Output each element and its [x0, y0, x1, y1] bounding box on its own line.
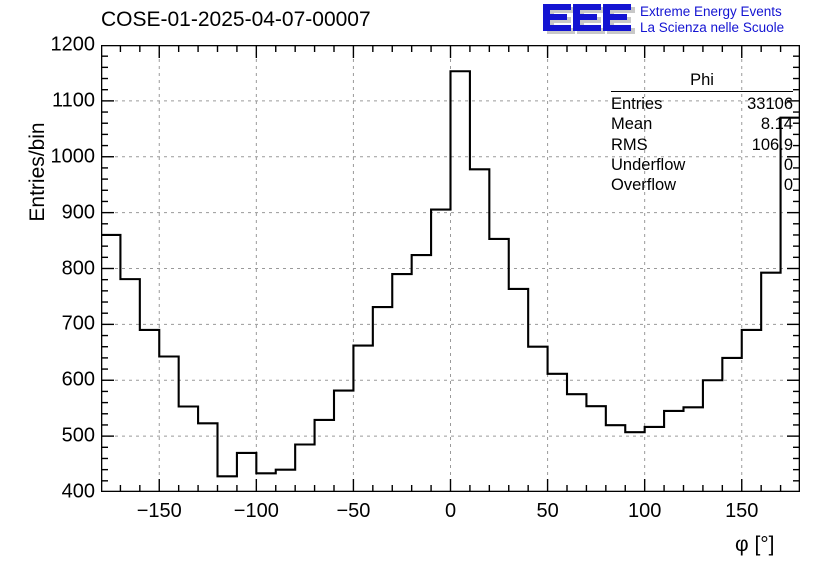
- stats-row: Underflow 0: [611, 155, 793, 175]
- y-tick-label: 800: [61, 257, 95, 279]
- histogram-outline: [101, 70, 800, 492]
- stats-box[interactable]: Phi Entries 33106 Mean 8.14 RMS 106.9 Underflo…: [611, 70, 793, 195]
- stats-row-label: Mean: [611, 115, 653, 134]
- x-tick-label: 50: [536, 500, 559, 522]
- x-tick-label: 150: [725, 500, 759, 522]
- histogram-svg: [101, 45, 800, 492]
- y-tick-label: 600: [61, 368, 95, 391]
- eee-logo-mark: [540, 4, 636, 36]
- y-tick-label: 1100: [51, 89, 95, 112]
- stats-row-value: 8.14: [760, 115, 793, 134]
- stats-row: Mean 8.14: [611, 114, 793, 134]
- eee-logo-line1: Extreme Energy Events: [640, 4, 782, 19]
- stats-row-label: Underflow: [611, 155, 686, 174]
- eee-logo: Extreme Energy Events La Scienza nelle S…: [540, 2, 836, 44]
- stats-row-label: RMS: [611, 135, 648, 154]
- page-title: COSE-01-2025-04-07-00007: [101, 8, 371, 31]
- stats-divider: [611, 91, 793, 93]
- y-tick-label: 1200: [50, 33, 96, 56]
- y-tick-label: 1000: [50, 145, 96, 168]
- y-tick-label: 700: [61, 312, 95, 335]
- eee-logo-line2: La Scienza nelle Scuole: [640, 19, 785, 35]
- y-tick-label: 900: [61, 201, 95, 224]
- stats-row: RMS 106.9: [611, 135, 793, 155]
- plot-area: [101, 45, 800, 492]
- x-axis-title: φ [°]: [735, 533, 775, 556]
- stats-rows: Entries 33106 Mean 8.14 RMS 106.9 Underflow 0 Ov…: [611, 94, 793, 195]
- stats-row: Overflow 0: [611, 175, 793, 195]
- y-tick-label: 500: [61, 424, 95, 447]
- stats-row-value: 33106: [747, 95, 793, 114]
- plot-frame: [101, 45, 800, 492]
- stats-row-value: 0: [783, 155, 793, 174]
- x-tick-label: 100: [627, 500, 662, 522]
- x-tick-label: −100: [233, 500, 279, 522]
- x-tick-label: −150: [136, 500, 182, 522]
- stats-row-value: 0: [783, 176, 793, 195]
- stats-row-label: Overflow: [611, 176, 677, 195]
- stats-title: Phi: [690, 71, 714, 89]
- stats-row-label: Entries: [611, 95, 663, 114]
- x-axis-tick-labels: −150 −100 −50 0 50 100 150: [101, 500, 800, 528]
- y-axis-tick-labels: 400 500 600 700 800 900 1000 1100 1200: [31, 34, 96, 503]
- y-tick-label: 400: [61, 480, 95, 503]
- grid-lines: [101, 45, 800, 492]
- x-tick-label: −50: [336, 500, 371, 522]
- x-tick-label: 0: [444, 500, 457, 522]
- stats-row: Entries 33106: [611, 94, 793, 114]
- stats-row-value: 106.9: [751, 135, 793, 154]
- eee-logo-text: Extreme Energy Events La Scienza nelle S…: [640, 4, 784, 35]
